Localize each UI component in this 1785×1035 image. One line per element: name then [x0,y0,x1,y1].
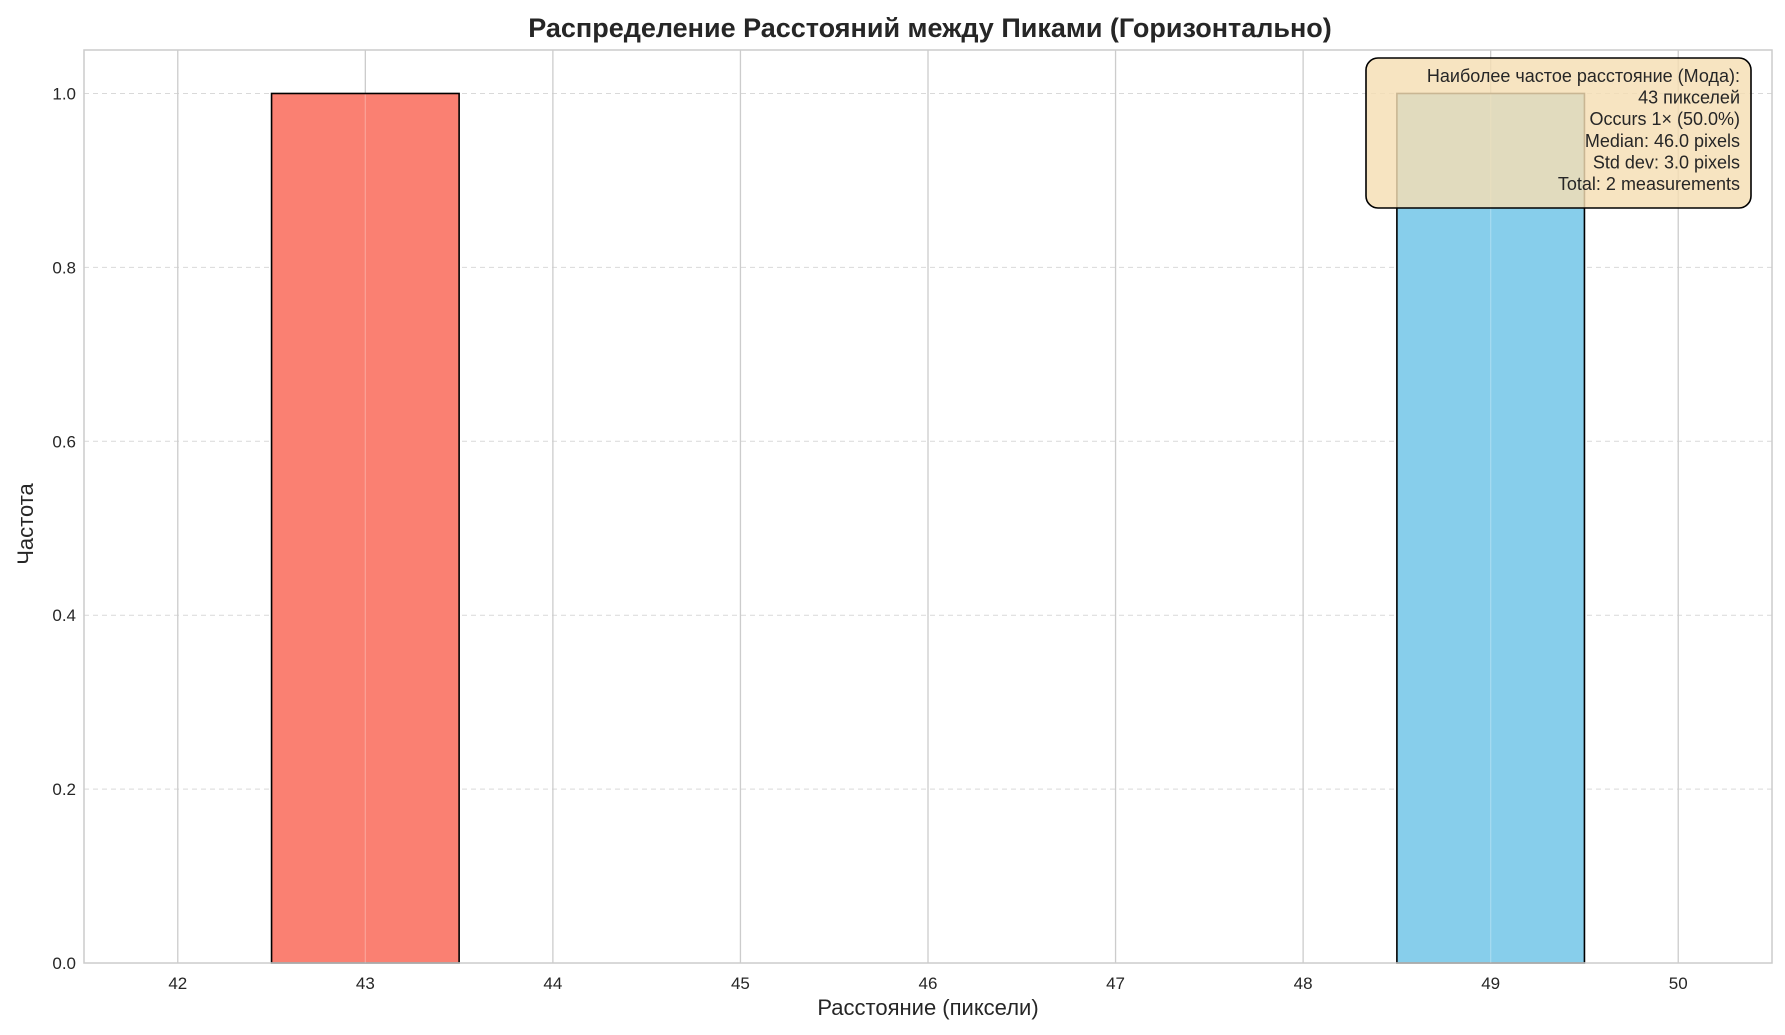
tick-labels: 42 43 44 45 46 47 48 49 50 0.0 0.2 0.4 0.6 0.8 1.0 [52,84,1687,993]
x-tick-label: 47 [1106,974,1125,993]
chart-title: Распределение Расстояний между Пиками (Г… [528,13,1332,43]
y-tick-label: 0.2 [52,780,76,799]
bars [270,92,1586,964]
x-tick-label: 44 [543,974,562,993]
annotation-line: Median: 46.0 pixels [1585,131,1740,151]
annotation-line: Total: 2 measurements [1558,174,1740,194]
x-tick-label: 43 [356,974,375,993]
annotation-line: 43 пикселей [1638,88,1740,108]
x-tick-label: 48 [1294,974,1313,993]
annotation-box [1365,57,1752,209]
y-tick-label: 0.4 [52,606,76,625]
annotation-line: Наиболее частое расстояние (Мода): [1427,66,1740,86]
x-tick-label: 45 [731,974,750,993]
y-tick-label: 0.8 [52,258,76,277]
x-axis-label: Расстояние (пиксели) [817,995,1038,1020]
y-tick-label: 1.0 [52,84,76,103]
x-tick-label: 42 [168,974,187,993]
stats-annotation: Наиболее частое расстояние (Мода):43 пик… [1365,57,1752,209]
x-tick-label: 49 [1481,974,1500,993]
histogram-bar [270,92,460,964]
histogram-bar [1396,92,1586,964]
annotation-line: Occurs 1× (50.0%) [1589,109,1740,129]
plot-frame [83,49,1773,964]
y-tick-label: 0.0 [52,954,76,973]
x-tick-label: 46 [919,974,938,993]
x-tick-label: 50 [1669,974,1688,993]
annotation-line: Std dev: 3.0 pixels [1593,152,1740,172]
y-tick-label: 0.6 [52,432,76,451]
y-axis-label: Частота [13,482,38,564]
